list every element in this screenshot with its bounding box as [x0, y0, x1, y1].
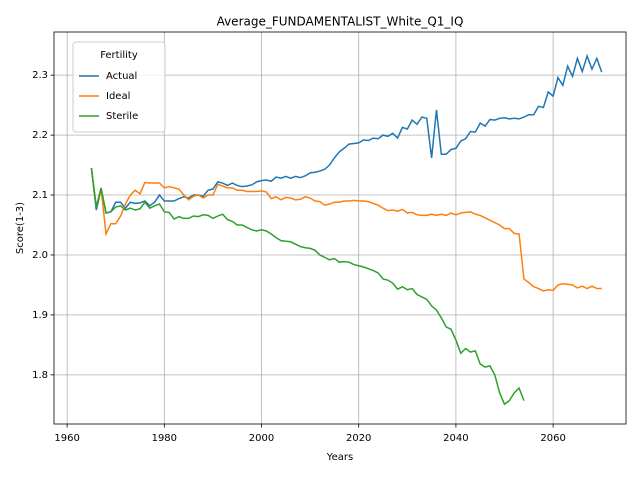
- plot-frame: [53, 31, 627, 425]
- x-tick-label: 2040: [443, 433, 468, 444]
- x-tick-label: 2060: [540, 433, 565, 444]
- legend-label: Ideal: [106, 91, 130, 102]
- y-tick-label: 2.1: [32, 190, 48, 201]
- x-tick-label: 2000: [249, 433, 274, 444]
- y-tick-label: 1.8: [32, 370, 48, 381]
- legend-box: [72, 41, 166, 133]
- y-tick-label: 2.0: [32, 250, 48, 261]
- x-axis-label: Years: [326, 452, 353, 463]
- chart-title: Average_FUNDAMENTALIST_White_Q1_IQ: [217, 15, 464, 29]
- series-line: [90, 167, 525, 406]
- legend-label: Sterile: [106, 111, 138, 122]
- x-tick-label: 2020: [346, 433, 371, 444]
- y-tick-label: 2.2: [32, 130, 48, 141]
- series-line: [90, 167, 602, 292]
- series-line: [90, 53, 603, 214]
- legend-title: Fertility: [100, 50, 138, 61]
- x-tick-label: 1980: [152, 433, 177, 444]
- y-axis-label: Score(1-3): [15, 202, 26, 254]
- x-tick-label: 1960: [54, 433, 79, 444]
- legend-label: Actual: [106, 71, 137, 82]
- y-tick-label: 1.9: [32, 310, 48, 321]
- y-tick-label: 2.3: [32, 70, 48, 81]
